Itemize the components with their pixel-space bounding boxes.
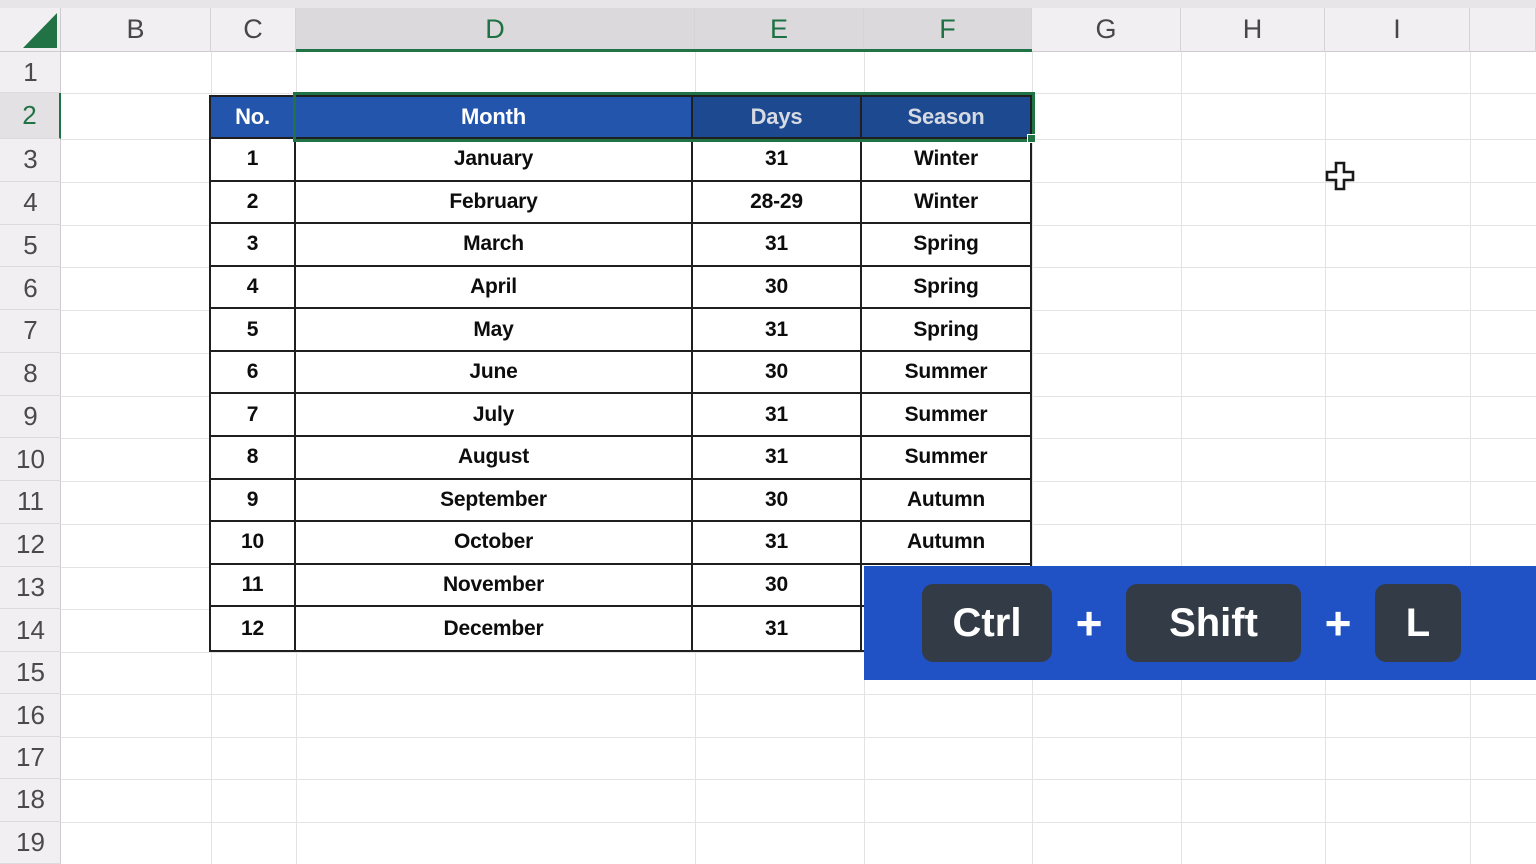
table-cell-days[interactable]: 28-29 [693,181,862,225]
table-header-season[interactable]: Season [862,97,1030,139]
table-cell-season[interactable]: Spring [862,224,1030,267]
row-header-2[interactable]: 2 [0,93,61,139]
select-all-button[interactable] [0,8,61,52]
table-cell-days[interactable]: 31 [693,394,862,438]
row-header-13[interactable]: 13 [0,567,61,610]
row-header-1[interactable]: 1 [0,52,61,93]
table-cell-month[interactable]: August [296,437,693,480]
selected-columns-underline [296,49,1032,52]
row-header-9[interactable]: 9 [0,396,61,439]
table-cell-season[interactable]: Winter [862,139,1030,182]
key-shift: Shift [1126,584,1301,662]
column-header-I[interactable]: I [1325,8,1470,52]
key-ctrl: Ctrl [922,584,1052,662]
table-cell-season[interactable]: Winter [862,181,1030,225]
table-cell-no[interactable]: 11 [211,564,296,608]
table-cell-season[interactable]: Autumn [862,479,1030,523]
table-cell-no[interactable]: 6 [211,351,296,395]
table-cell-season[interactable]: Spring [862,266,1030,310]
table-cell-no[interactable]: 12 [211,607,296,650]
row-header-5[interactable]: 5 [0,225,61,268]
cell-cursor-icon [1322,158,1358,199]
top-strip [0,0,1536,8]
table-cell-month[interactable]: September [296,479,693,523]
table-cell-days[interactable]: 31 [693,309,862,352]
row-header-16[interactable]: 16 [0,694,61,737]
table-cell-days[interactable]: 30 [693,266,862,310]
row-header-3[interactable]: 3 [0,139,61,182]
select-all-triangle-icon [23,13,57,48]
table-cell-days[interactable]: 31 [693,139,862,182]
table-cell-month[interactable]: November [296,564,693,608]
table-cell-month[interactable]: January [296,139,693,182]
table-cell-season[interactable]: Summer [862,394,1030,438]
column-header-D[interactable]: D [296,8,695,52]
row-header-15[interactable]: 15 [0,652,61,695]
row-header-4[interactable]: 4 [0,182,61,225]
table-cell-days[interactable]: 31 [693,224,862,267]
table-cell-month[interactable]: March [296,224,693,267]
column-header-partial[interactable] [1470,8,1536,52]
table-cell-month[interactable]: June [296,351,693,395]
plus-separator: + [1075,597,1103,649]
table-cell-month[interactable]: December [296,607,693,650]
table-cell-month[interactable]: April [296,266,693,310]
row-header-7[interactable]: 7 [0,310,61,353]
column-header-selection-highlight [296,8,1032,52]
table-cell-no[interactable]: 3 [211,224,296,267]
row-header-6[interactable]: 6 [0,267,61,310]
table-cell-month[interactable]: May [296,309,693,352]
table-header-month[interactable]: Month [296,97,693,139]
table-cell-season[interactable]: Summer [862,437,1030,480]
table-header-no[interactable]: No. [211,97,296,139]
shortcut-overlay: Ctrl + Shift + L [864,566,1536,680]
table-header-days[interactable]: Days [693,97,862,139]
months-table: No. Month Days Season 1 January 31 Winter 2 Febru… [209,95,1032,652]
row-header-strip [0,52,61,864]
table-cell-no[interactable]: 8 [211,437,296,480]
table-cell-no[interactable]: 9 [211,479,296,523]
table-cell-days[interactable]: 30 [693,564,862,608]
table-cell-season[interactable]: Spring [862,309,1030,352]
row-header-17[interactable]: 17 [0,737,61,780]
table-cell-month[interactable]: February [296,181,693,225]
table-cell-season[interactable]: Summer [862,351,1030,395]
table-cell-no[interactable]: 10 [211,522,296,565]
table-cell-no[interactable]: 5 [211,309,296,352]
table-cell-days[interactable]: 31 [693,522,862,565]
table-cell-no[interactable]: 2 [211,181,296,225]
plus-separator: + [1324,597,1352,649]
table-cell-days[interactable]: 31 [693,607,862,650]
column-header-H[interactable]: H [1181,8,1325,52]
table-cell-days[interactable]: 31 [693,437,862,480]
table-cell-days[interactable]: 30 [693,351,862,395]
row-header-10[interactable]: 10 [0,438,61,481]
row-header-11[interactable]: 11 [0,481,61,524]
table-cell-no[interactable]: 1 [211,139,296,182]
row-header-18[interactable]: 18 [0,779,61,822]
column-header-E[interactable]: E [695,8,864,52]
column-header-C[interactable]: C [211,8,296,52]
column-header-F[interactable]: F [864,8,1032,52]
row-header-12[interactable]: 12 [0,524,61,567]
column-header-B[interactable]: B [61,8,211,52]
row-header-14[interactable]: 14 [0,609,61,652]
table-cell-month[interactable]: July [296,394,693,438]
row-header-8[interactable]: 8 [0,353,61,396]
table-cell-season[interactable]: Autumn [862,522,1030,565]
table-cell-no[interactable]: 7 [211,394,296,438]
column-header-G[interactable]: G [1032,8,1181,52]
row-header-19[interactable]: 19 [0,822,61,864]
table-cell-days[interactable]: 30 [693,479,862,523]
table-cell-month[interactable]: October [296,522,693,565]
key-l: L [1375,584,1461,662]
fill-handle[interactable] [1027,134,1036,143]
table-cell-no[interactable]: 4 [211,266,296,310]
